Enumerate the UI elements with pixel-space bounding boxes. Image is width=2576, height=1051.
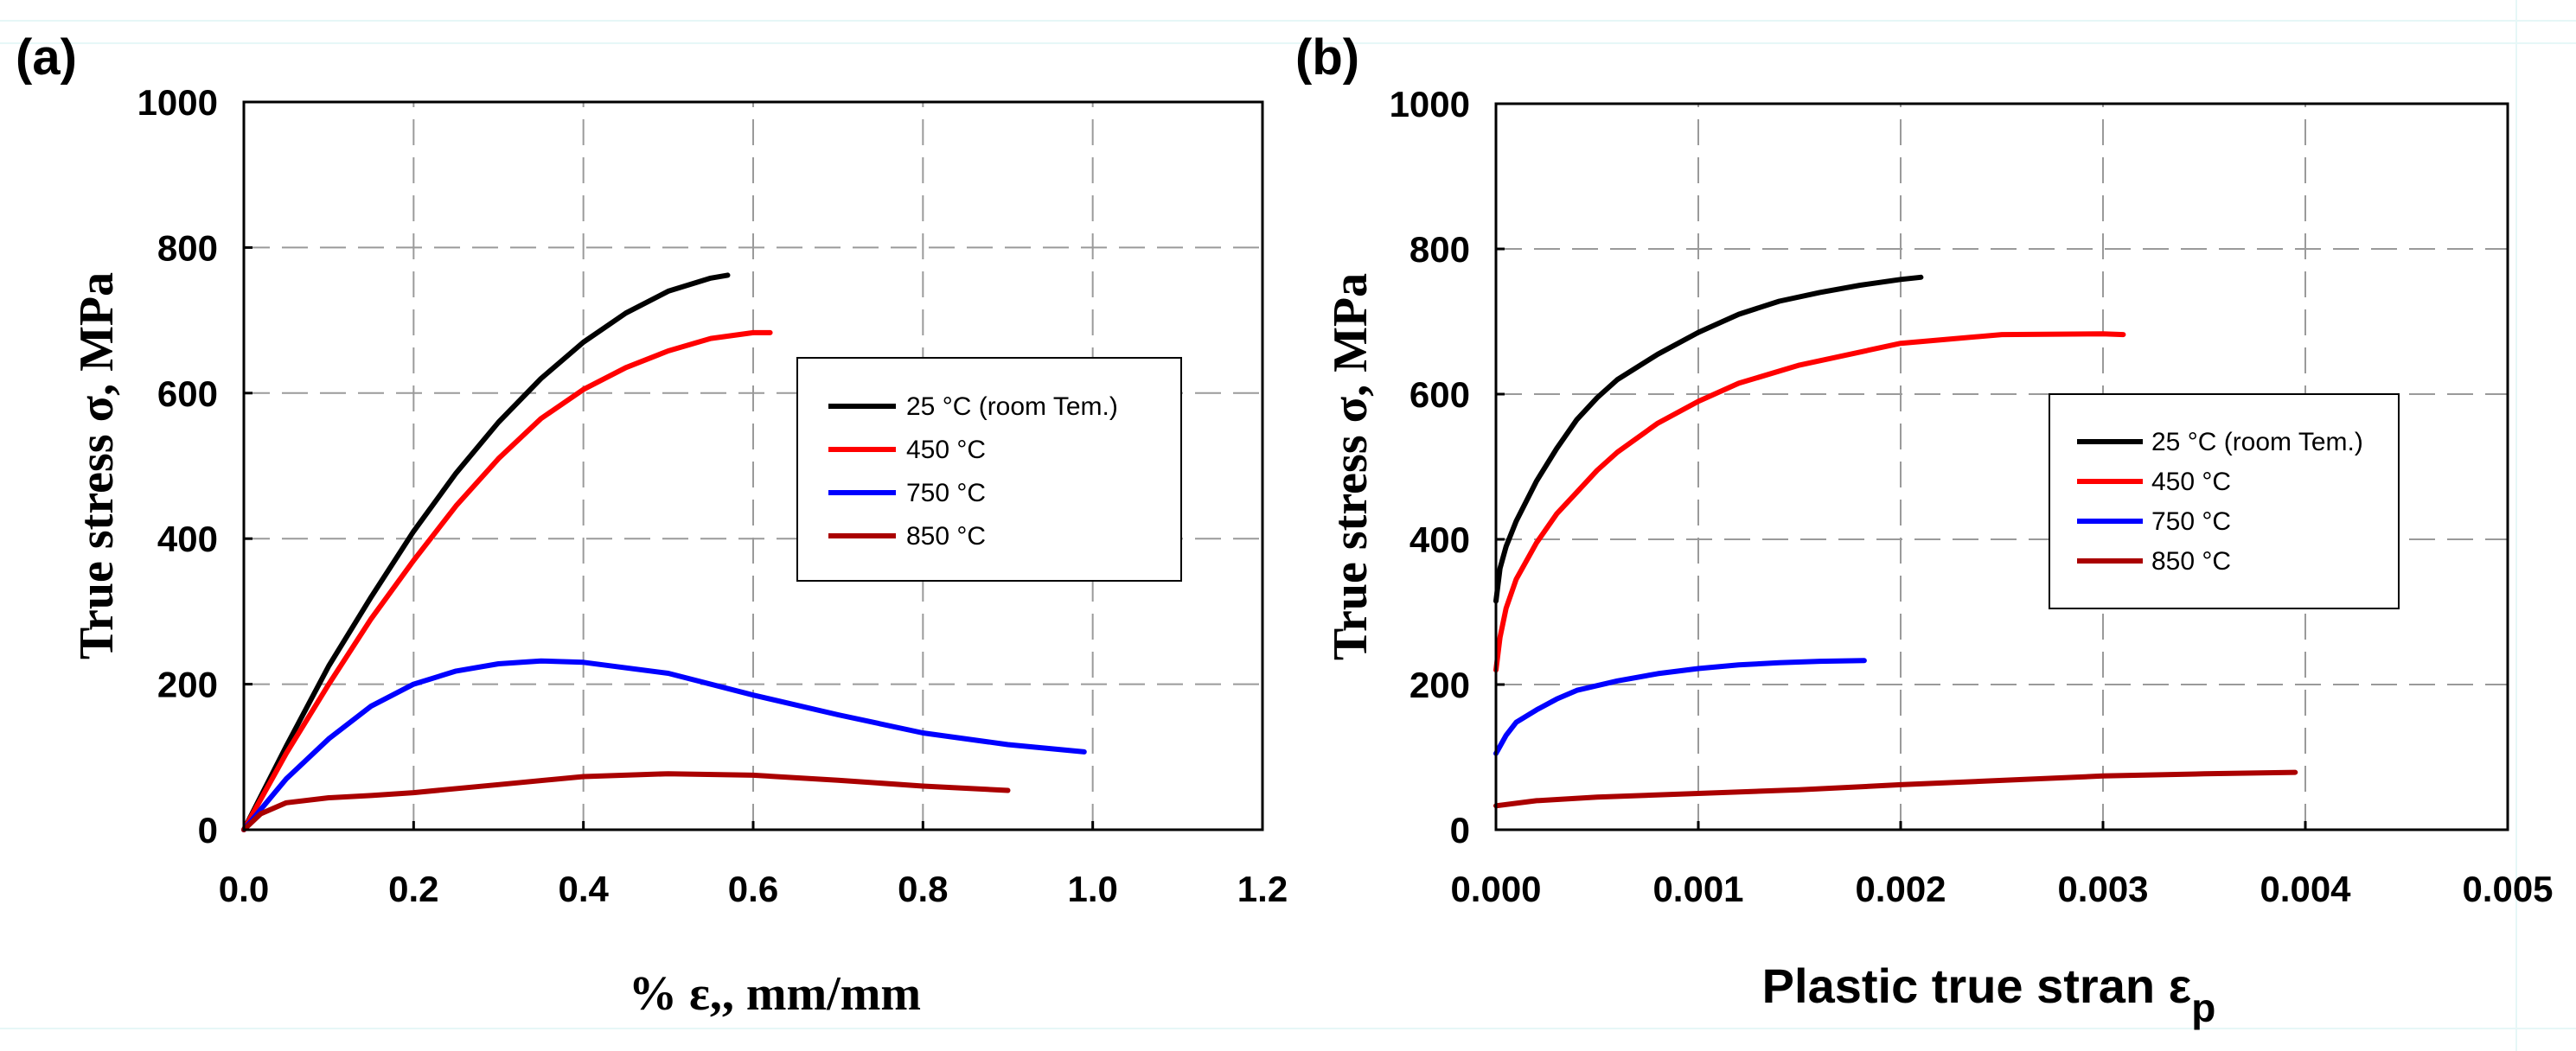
y-tick-label: 0 <box>198 810 218 850</box>
panel-a-series <box>241 272 1087 832</box>
panel-b-x-axis-label-main: Plastic true stran ε <box>1762 959 2192 1013</box>
x-tick-label: 0.4 <box>558 869 609 909</box>
panel-a-y-ticks: 0 200 400 600 800 1000 <box>137 82 252 850</box>
panel-b-legend: 25 °C (room Tem.) 450 °C 750 °C 850 °C <box>2049 393 2400 609</box>
legend-label-1: 25 °C (room Tem.) <box>906 392 1118 421</box>
series-line-4 <box>1493 769 2298 809</box>
x-tick-label: 0.2 <box>388 869 438 909</box>
x-tick-label: 0.005 <box>2462 869 2553 909</box>
panel-a-label: (a) <box>16 29 77 86</box>
y-tick-label: 400 <box>157 519 218 559</box>
x-tick-label: 0.003 <box>2057 869 2148 909</box>
series-line-3 <box>241 658 1087 832</box>
x-tick-label: 1.0 <box>1067 869 1117 909</box>
x-tick-label: 0.004 <box>2260 869 2351 909</box>
y-tick-label: 1000 <box>1390 84 1470 124</box>
series-line-2 <box>241 329 773 832</box>
x-tick-label: 0.002 <box>1855 869 1946 909</box>
x-tick-label: 1.2 <box>1237 869 1288 909</box>
legend-label-4: 850 °C <box>906 522 986 551</box>
panel-a-legend: 25 °C (room Tem.) 450 °C 750 °C 850 °C <box>796 357 1182 582</box>
x-tick-label: 0.001 <box>1652 869 1743 909</box>
x-tick-label: 0.8 <box>898 869 948 909</box>
series-line-1 <box>241 272 731 832</box>
series-line-4 <box>241 771 1011 832</box>
panel-a-y-axis-label: True stress σ, MPa <box>70 272 124 659</box>
y-tick-label: 1000 <box>137 82 218 123</box>
series-line-2 <box>1493 331 2126 673</box>
legend-label-2: 450 °C <box>2151 468 2231 496</box>
x-tick-label: 0.0 <box>219 869 269 909</box>
panel-b-legend-box <box>2049 393 2400 609</box>
x-tick-label: 0.6 <box>728 869 778 909</box>
panel-b-label: (b) <box>1295 29 1359 86</box>
y-tick-label: 400 <box>1409 519 1470 560</box>
panel-b-x-ticks: 0.000 0.001 0.002 0.003 0.004 0.005 <box>1450 821 2554 909</box>
legend-label-4: 850 °C <box>2151 547 2231 576</box>
panel-b-x-axis-label-subscript: p <box>2191 985 2215 1030</box>
panel-a-x-axis-label: % ε,, mm/mm <box>629 967 921 1021</box>
panel-b-y-axis-label: True stress σ, MPa <box>1324 273 1377 660</box>
y-tick-label: 200 <box>157 665 218 705</box>
legend-label-3: 750 °C <box>906 479 986 507</box>
panel-b-y-ticks: 0 200 400 600 800 1000 <box>1390 84 1505 850</box>
panel-b-x-axis-label: Plastic true stran εp <box>1762 959 2216 1030</box>
y-tick-label: 200 <box>1409 665 1470 705</box>
y-tick-label: 0 <box>1450 810 1470 850</box>
legend-label-3: 750 °C <box>2151 507 2231 536</box>
panel-a-legend-box <box>796 357 1182 582</box>
series-line-1 <box>1493 274 1924 604</box>
y-tick-label: 600 <box>1409 374 1470 415</box>
panel-a-x-ticks: 0.0 0.2 0.4 0.6 0.8 1.0 1.2 <box>219 821 1288 909</box>
panel-b-series <box>1493 274 2298 809</box>
panel-a-chart: (a) 0 200 400 600 800 1000 0.0 0.2 0.4 0.6 0.8 1.0… <box>16 29 1288 1021</box>
legend-label-2: 450 °C <box>906 436 986 464</box>
legend-label-1: 25 °C (room Tem.) <box>2151 428 2363 456</box>
panel-b-plot-frame <box>1494 102 2509 831</box>
y-tick-label: 800 <box>1409 229 1470 270</box>
x-tick-label: 0.000 <box>1450 869 1541 909</box>
y-tick-label: 600 <box>157 373 218 414</box>
y-tick-label: 800 <box>157 227 218 268</box>
series-line-3 <box>1493 658 1867 756</box>
